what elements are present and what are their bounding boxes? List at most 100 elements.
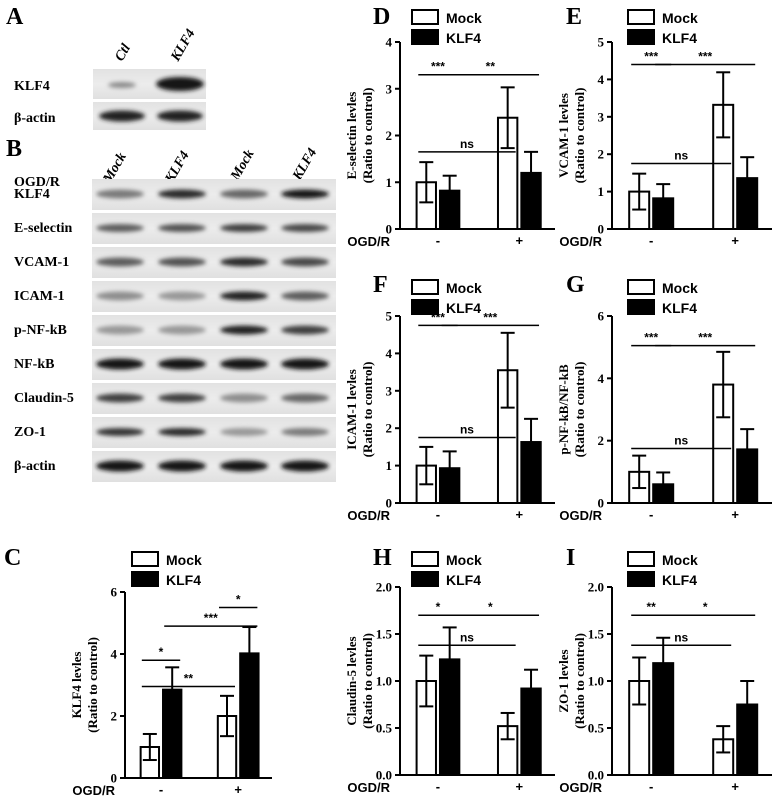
significance-label: ns	[674, 630, 688, 644]
blot-row-label-actin: β-actin	[14, 459, 56, 474]
legend-swatch-klf4	[627, 299, 655, 315]
panel-letter-f: F	[373, 272, 388, 298]
panel-c: C Mock KLF4 0 2 4 6 KLF4 levles(Ratio to contro…	[4, 545, 272, 798]
x-category-label: +	[516, 507, 524, 522]
blot-band	[158, 189, 206, 199]
significance-label: ***	[431, 310, 445, 324]
legend-label-klf4: KLF4	[446, 30, 481, 46]
blot-band	[220, 428, 268, 436]
significance-label: ***	[483, 310, 497, 324]
legend-label-mock: Mock	[662, 10, 698, 26]
legend-label-klf4: KLF4	[166, 572, 201, 588]
x-category-label: +	[516, 233, 524, 248]
blot-row-label-klf4: KLF4	[14, 187, 50, 202]
y-axis-label: ZO-1 levles(Ratio to control)	[556, 633, 587, 729]
y-tick-label: 0	[386, 222, 393, 237]
x-category-label: +	[731, 233, 739, 248]
x-category-label: -	[436, 233, 440, 248]
blot-row-label-nf-kb: NF-kB	[14, 357, 54, 372]
y-tick-label: 2	[386, 421, 393, 436]
x-category-label: -	[436, 507, 440, 522]
blot-band	[220, 393, 268, 403]
panel-letter-d: D	[373, 4, 390, 30]
panel-letter-b: B	[6, 136, 22, 162]
significance-label: ns	[460, 137, 474, 151]
y-tick-label: 2	[111, 709, 118, 724]
legend-swatch-mock	[411, 9, 439, 25]
significance-label: ***	[644, 331, 658, 345]
blot-band	[220, 257, 268, 267]
blot-band	[96, 291, 144, 301]
significance-label: ns	[460, 630, 474, 644]
y-tick-label: 1.5	[588, 627, 605, 642]
x-axis-label: OGD/R	[559, 780, 602, 795]
panel-letter-c: C	[4, 545, 21, 571]
blot-band	[96, 257, 144, 267]
significance-label: *	[236, 593, 241, 607]
legend-label-klf4: KLF4	[446, 300, 481, 316]
y-tick-label: 1	[386, 175, 393, 190]
blot-band	[158, 325, 206, 335]
blot-band	[281, 291, 329, 301]
blot-row-label-claudin-5: Claudin-5	[14, 391, 74, 406]
blot-band	[281, 358, 329, 370]
blot-band	[158, 291, 206, 301]
blot-band	[281, 428, 329, 436]
blot-band	[96, 325, 144, 335]
blot-band	[96, 393, 144, 403]
legend-swatch-mock	[411, 551, 439, 567]
legend-swatch-mock	[131, 551, 159, 567]
blot-band	[281, 393, 329, 403]
significance-label: ***	[698, 49, 712, 63]
y-axis-label: KLF4 levles(Ratio to control)	[69, 637, 100, 733]
y-tick-label: 0	[386, 496, 393, 511]
y-tick-label: 0.0	[376, 768, 392, 783]
blot-row-label-p-nf-kb: p-NF-kB	[14, 323, 67, 338]
y-tick-label: 3	[386, 383, 393, 398]
x-axis-label: OGD/R	[559, 234, 602, 249]
x-category-label: +	[731, 507, 739, 522]
significance-label: ***	[431, 60, 445, 74]
blot-band	[158, 393, 206, 403]
blot-band	[158, 224, 206, 232]
y-tick-label: 0.5	[376, 721, 393, 736]
blot-band	[281, 325, 329, 335]
significance-label: **	[486, 60, 496, 74]
blot-row-label-vcam-1: VCAM-1	[14, 255, 69, 270]
y-axis-label: p-NF-kB/NF-kB(Ratio to control)	[556, 362, 587, 458]
y-tick-label: 5	[386, 309, 393, 324]
y-tick-label: 6	[598, 309, 605, 324]
panel-d: D Mock KLF4 0 1 2 3 4 E-selectin levles(Ratio to…	[344, 4, 555, 249]
lane-label-klf4: KLF4	[168, 27, 199, 65]
y-tick-label: 1.5	[376, 627, 393, 642]
legend-label-klf4: KLF4	[662, 572, 697, 588]
y-tick-label: 0.5	[588, 721, 605, 736]
legend-label-mock: Mock	[446, 10, 482, 26]
y-tick-label: 1	[386, 458, 393, 473]
significance-label: **	[184, 672, 194, 686]
y-tick-label: 4	[598, 72, 605, 87]
panel-b: B - Mock- KLF4+ Mock+ KLF4 OGD/R KLF4E-s…	[6, 136, 336, 482]
x-category-label: -	[436, 779, 440, 794]
blot-band	[96, 428, 144, 436]
x-category-label: -	[649, 779, 653, 794]
y-tick-label: 2.0	[588, 580, 604, 595]
panel-letter-h: H	[373, 545, 392, 571]
legend-label-mock: Mock	[166, 552, 202, 568]
y-tick-label: 1.0	[588, 674, 604, 689]
blot-band	[220, 189, 268, 199]
x-category-label: -	[649, 507, 653, 522]
blot-row-label-beta-actin: β-actin	[14, 111, 56, 126]
y-tick-label: 3	[598, 109, 605, 124]
blot-row-label-e-selectin: E-selectin	[14, 221, 73, 236]
y-tick-label: 2	[386, 128, 393, 143]
significance-label: *	[488, 600, 493, 614]
legend-swatch-mock	[627, 279, 655, 295]
panel-g: G Mock KLF4 0 2 4 6 p-NF-kB/NF-kB(Ratio to cont…	[556, 272, 772, 523]
blot-band	[96, 189, 144, 199]
legend-swatch-klf4	[627, 571, 655, 587]
panel-a: A Ctl KLF4 KLF4 β-actin	[6, 4, 206, 130]
blot-band	[157, 110, 203, 122]
blot-band	[158, 257, 206, 267]
